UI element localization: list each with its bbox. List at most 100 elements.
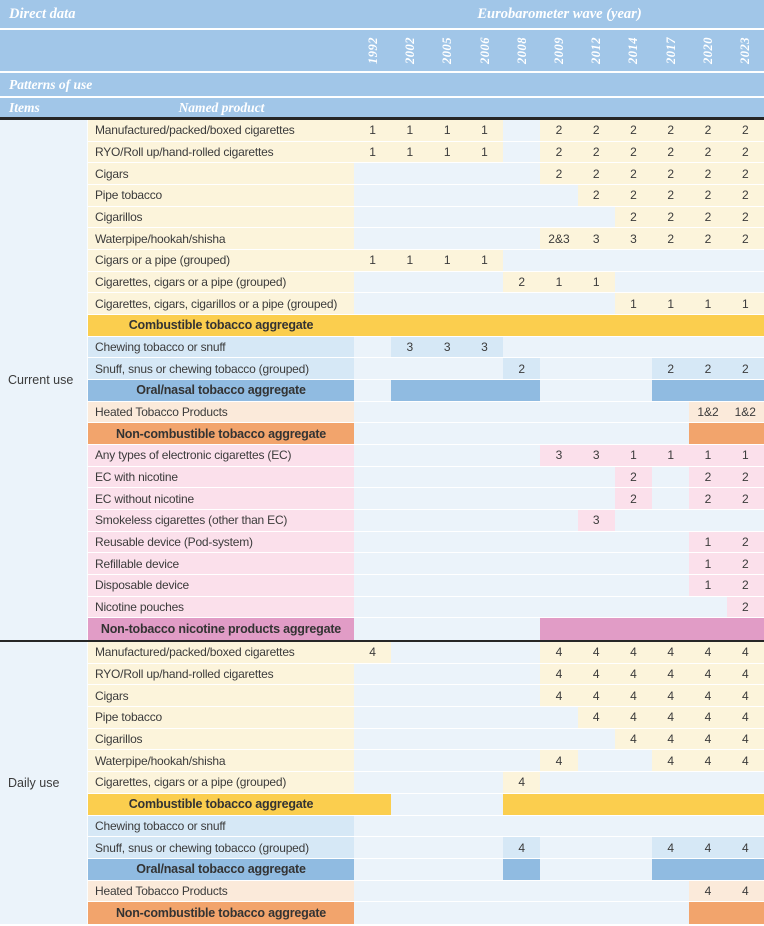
item-number-cell: 1 xyxy=(391,250,429,271)
empty-cell xyxy=(577,293,615,315)
aggregate-coverage-cell xyxy=(726,902,764,924)
item-number-cell: 1 xyxy=(689,531,727,553)
item-number-cell: 2 xyxy=(577,185,615,206)
empty-cell xyxy=(354,185,392,206)
aggregate-coverage-cell xyxy=(689,858,727,880)
empty-cell xyxy=(503,553,541,575)
aggregate-coverage-cell xyxy=(652,315,690,336)
items-heading: Items xyxy=(9,99,40,115)
empty-cell xyxy=(391,488,429,510)
product-label: Refillable device xyxy=(88,553,354,575)
item-number-cell: 2 xyxy=(726,531,764,553)
empty-cell xyxy=(391,423,429,445)
product-row: Cigars or a pipe (grouped) 1 1 1 1 xyxy=(88,250,764,272)
empty-cell xyxy=(428,185,466,206)
empty-cell xyxy=(577,401,615,423)
product-row: Snuff, snus or chewing tobacco (grouped)… xyxy=(88,837,764,859)
empty-cell xyxy=(540,510,578,531)
product-row: Manufactured/packed/boxed cigarettes 4 4 4 4… xyxy=(88,642,764,664)
item-number-cell: 4 xyxy=(652,728,690,750)
patterns-of-use-heading: Patterns of use xyxy=(9,76,93,92)
year-column-header: 1992 xyxy=(355,30,392,71)
empty-cell xyxy=(428,271,466,293)
product-row: Cigarettes, cigars or a pipe (grouped) 2 1… xyxy=(88,271,764,294)
item-number-cell: 3 xyxy=(614,228,653,250)
item-number-cell: 2 xyxy=(614,141,653,163)
empty-cell xyxy=(503,902,541,924)
column-headings-filler xyxy=(355,98,764,117)
empty-cell xyxy=(354,423,392,445)
item-number-cell: 4 xyxy=(652,685,690,707)
empty-cell xyxy=(540,902,578,924)
item-number-cell: 2 xyxy=(652,141,690,163)
aggregate-coverage-cell xyxy=(726,423,764,445)
empty-cell xyxy=(391,728,429,750)
aggregate-label: Non-combustible tobacco aggregate xyxy=(88,902,354,924)
empty-cell xyxy=(503,642,541,663)
year-column-header: 2014 xyxy=(615,30,652,71)
item-number-cell: 2 xyxy=(614,120,653,141)
aggregate-label: Combustible tobacco aggregate xyxy=(88,793,354,815)
empty-cell xyxy=(465,271,504,293)
column-headings-row: Items Named product xyxy=(0,98,764,117)
empty-cell xyxy=(652,772,690,793)
aggregate-coverage-cell xyxy=(614,618,653,641)
aggregate-label: Non-combustible tobacco aggregate xyxy=(88,423,354,445)
empty-cell xyxy=(503,685,541,707)
aggregate-coverage-cell xyxy=(465,315,504,336)
aggregate-label: Oral/nasal tobacco aggregate xyxy=(88,858,354,880)
product-label: EC without nicotine xyxy=(88,488,354,510)
aggregate-coverage-cell xyxy=(540,618,578,641)
product-row: Snuff, snus or chewing tobacco (grouped)… xyxy=(88,358,764,381)
empty-cell xyxy=(428,510,466,531)
empty-cell xyxy=(391,750,429,772)
empty-cell xyxy=(726,271,764,293)
item-number-cell: 2 xyxy=(726,120,764,141)
aggregate-coverage-cell xyxy=(428,380,466,401)
empty-cell xyxy=(577,488,615,510)
empty-cell xyxy=(354,488,392,510)
item-number-cell: 4 xyxy=(540,685,578,707)
empty-cell xyxy=(354,358,392,380)
empty-cell xyxy=(577,553,615,575)
empty-cell xyxy=(652,466,690,488)
aggregate-coverage-cell xyxy=(689,902,727,924)
product-label: Snuff, snus or chewing tobacco (grouped) xyxy=(88,358,354,380)
empty-cell xyxy=(652,902,690,924)
empty-cell xyxy=(614,772,653,793)
empty-cell xyxy=(652,596,690,618)
empty-cell xyxy=(428,858,466,880)
product-label: Cigarillos xyxy=(88,206,354,228)
item-number-cell: 2 xyxy=(726,488,764,510)
item-number-cell: 2 xyxy=(503,271,541,293)
empty-cell xyxy=(652,401,690,423)
empty-cell xyxy=(465,707,504,728)
empty-cell xyxy=(391,663,429,685)
empty-cell xyxy=(465,510,504,531)
section-rows: Manufactured/packed/boxed cigarettes 1 1 1 1… xyxy=(88,120,764,641)
aggregate-row: Non-combustible tobacco aggregate xyxy=(88,902,764,924)
item-number-cell: 4 xyxy=(577,642,615,663)
product-label: Cigarettes, cigars, cigarillos or a pipe… xyxy=(88,293,354,315)
empty-cell xyxy=(391,685,429,707)
item-number-cell: 4 xyxy=(540,750,578,772)
item-number-cell: 4 xyxy=(577,663,615,685)
item-number-cell: 2 xyxy=(614,163,653,185)
product-label: EC with nicotine xyxy=(88,466,354,488)
empty-cell xyxy=(391,642,429,663)
aggregate-label: Combustible tobacco aggregate xyxy=(88,315,354,336)
aggregate-row: Non-combustible tobacco aggregate xyxy=(88,423,764,446)
product-row: Reusable device (Pod-system) 1 2 xyxy=(88,531,764,554)
empty-cell xyxy=(428,596,466,618)
item-number-cell: 3 xyxy=(391,336,429,358)
aggregate-coverage-cell xyxy=(577,793,615,815)
empty-cell xyxy=(428,837,466,858)
empty-cell xyxy=(354,707,392,728)
empty-cell xyxy=(540,858,578,880)
item-number-cell: 4 xyxy=(577,685,615,707)
aggregate-label: Oral/nasal tobacco aggregate xyxy=(88,380,354,401)
product-row: Cigarillos 2 2 2 2 xyxy=(88,206,764,229)
item-number-cell: 4 xyxy=(503,772,541,793)
empty-cell xyxy=(540,466,578,488)
empty-cell xyxy=(465,293,504,315)
